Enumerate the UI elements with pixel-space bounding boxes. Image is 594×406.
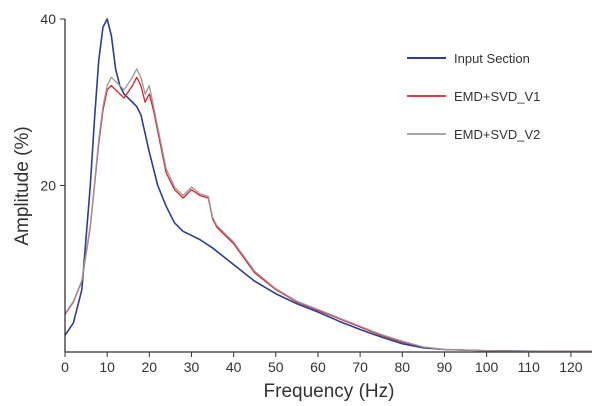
x-tick-label: 120	[559, 359, 583, 375]
ticks-layer: 0 10 20 30 40 50 60 70 80 90 100 110 120 20 40	[40, 11, 582, 375]
legend-label-2: EMD+SVD_V2	[454, 127, 540, 142]
y-tick-label: 20	[40, 178, 56, 194]
series-layer	[64, 18, 593, 353]
y-tick-label: 40	[40, 11, 56, 27]
series-line-2	[64, 68, 593, 353]
legend-label-1: EMD+SVD_V1	[454, 89, 540, 104]
legend-label-0: Input Section	[454, 51, 530, 66]
x-axis-title: Frequency (Hz)	[264, 381, 395, 402]
series-line-1	[64, 76, 593, 353]
x-tick-label: 70	[352, 359, 368, 375]
x-tick-label: 110	[518, 359, 541, 375]
x-tick-label: 60	[310, 359, 326, 375]
series-line-0	[64, 18, 593, 353]
x-tick-label: 40	[226, 359, 242, 375]
x-tick-label: 0	[61, 359, 69, 375]
legend: Input Section EMD+SVD_V1 EMD+SVD_V2	[407, 51, 540, 142]
x-tick-label: 80	[394, 359, 410, 375]
x-tick-label: 100	[475, 359, 499, 375]
x-tick-label: 90	[437, 359, 453, 375]
x-tick-label: 10	[99, 359, 115, 375]
axes-layer	[64, 19, 592, 353]
x-tick-label: 20	[142, 359, 158, 375]
y-axis-title: Amplitude (%)	[12, 126, 33, 245]
x-tick-label: 30	[184, 359, 200, 375]
x-tick-label: 50	[268, 359, 284, 375]
